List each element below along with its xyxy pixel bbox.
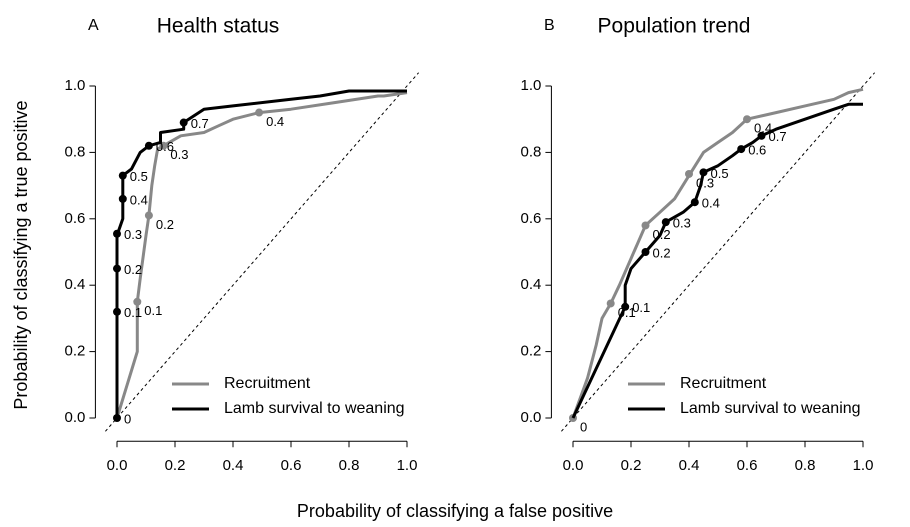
x-tick-label: 0.6: [281, 457, 302, 474]
threshold-point: [641, 221, 650, 230]
roc-curve: [115, 91, 408, 419]
threshold-label: 0.1: [144, 303, 162, 318]
threshold-label: 0.6: [748, 143, 766, 158]
threshold-point: [118, 194, 127, 203]
y-tick-label: 0.8: [521, 143, 542, 160]
threshold-point: [690, 198, 699, 207]
threshold-label: 0.7: [191, 116, 209, 131]
legend-label: Lamb survival to weaning: [680, 400, 861, 417]
roc-curve: [571, 87, 864, 419]
threshold-point: [255, 108, 264, 117]
y-axis-label: Probability of classifying a true positi…: [11, 100, 31, 409]
threshold-label: 0.4: [130, 192, 148, 207]
threshold-point: [144, 141, 153, 150]
y-tick-label: 1.0: [65, 77, 86, 94]
y-tick-label: 0.6: [65, 210, 86, 227]
threshold-point: [606, 299, 615, 308]
x-tick-label: 0.2: [621, 457, 642, 474]
threshold-label: 0.2: [653, 245, 671, 260]
panel-label: A: [88, 17, 99, 34]
threshold-point: [641, 248, 650, 256]
y-tick-label: 0.4: [521, 276, 542, 293]
threshold-label: 0.3: [673, 216, 691, 231]
threshold-point: [118, 171, 127, 180]
y-tick-label: 0.4: [65, 276, 86, 293]
threshold-label: 0.6: [156, 139, 174, 154]
threshold-point: [133, 297, 142, 306]
legend-label: Lamb survival to weaning: [224, 400, 405, 417]
x-tick-label: 0.4: [223, 457, 244, 474]
threshold-label: 0.5: [711, 166, 729, 181]
threshold-label: 0.2: [124, 262, 142, 277]
threshold-point: [113, 264, 121, 273]
threshold-point: [113, 229, 121, 238]
threshold-label: 0.5: [130, 169, 148, 184]
threshold-label: 0.2: [156, 217, 174, 232]
x-tick-label: 0.0: [563, 457, 584, 474]
threshold-label: 0.1: [632, 300, 650, 315]
y-tick-label: 0.8: [65, 143, 86, 160]
x-axis-label: Probability of classifying a false posit…: [297, 501, 613, 521]
threshold-point: [737, 145, 746, 154]
chart-title: Population trend: [598, 15, 751, 38]
panel-label: B: [544, 17, 555, 34]
y-tick-label: 0.0: [65, 409, 86, 426]
x-tick-label: 0.6: [737, 457, 758, 474]
legend-label: Recruitment: [224, 375, 311, 392]
x-tick-label: 0.2: [165, 457, 186, 474]
x-tick-label: 0.0: [107, 457, 128, 474]
threshold-point: [621, 302, 630, 311]
x-tick-label: 0.8: [339, 457, 360, 474]
threshold-label: 0: [580, 419, 587, 434]
reference-diagonal: [561, 72, 875, 432]
threshold-label: 0.7: [769, 129, 787, 144]
chart-title: Health status: [157, 15, 280, 38]
threshold-point: [144, 211, 153, 220]
threshold-point: [699, 168, 708, 177]
threshold-label: 0.3: [170, 147, 188, 162]
threshold-label: 0: [124, 411, 131, 426]
y-tick-label: 0.2: [521, 343, 542, 360]
roc-curve: [571, 102, 863, 419]
threshold-point: [757, 131, 766, 140]
threshold-label: 0.4: [266, 114, 284, 129]
threshold-point: [661, 218, 670, 227]
x-tick-label: 1.0: [397, 457, 418, 474]
threshold-point: [179, 118, 188, 127]
x-tick-label: 1.0: [853, 457, 874, 474]
y-tick-label: 0.6: [521, 210, 542, 227]
legend-label: Recruitment: [680, 375, 767, 392]
threshold-point: [743, 115, 751, 124]
y-tick-label: 0.0: [521, 409, 542, 426]
threshold-point: [113, 307, 121, 316]
y-tick-label: 0.2: [65, 343, 86, 360]
threshold-point: [113, 414, 121, 422]
x-tick-label: 0.4: [679, 457, 700, 474]
threshold-label: 0.1: [124, 305, 142, 320]
threshold-point: [685, 169, 693, 178]
reference-diagonal: [105, 72, 419, 432]
threshold-point: [159, 141, 168, 150]
threshold-label: 0.3: [124, 227, 142, 242]
threshold-label: 0.4: [702, 196, 720, 211]
y-tick-label: 1.0: [521, 77, 542, 94]
x-tick-label: 0.8: [795, 457, 816, 474]
